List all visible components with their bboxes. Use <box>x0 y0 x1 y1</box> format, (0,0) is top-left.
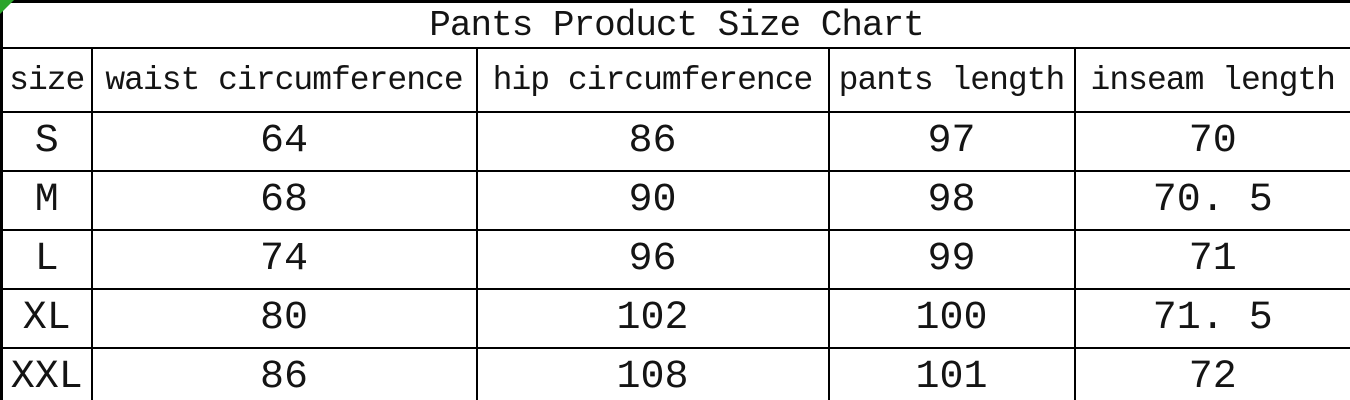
size-cell: L <box>0 229 93 290</box>
table-row-xxl: XXL 86 108 101 72 <box>0 347 1350 400</box>
pants-cell: 99 <box>827 229 1076 290</box>
hip-cell: 108 <box>475 347 830 400</box>
column-header-hip: hip circumference <box>475 47 830 113</box>
table-header-row: size waist circumference hip circumferen… <box>0 47 1350 113</box>
pants-cell: 101 <box>827 347 1076 400</box>
table-row-xl: XL 80 102 100 71. 5 <box>0 288 1350 349</box>
pants-cell: 98 <box>827 170 1076 231</box>
pants-cell: 97 <box>827 111 1076 172</box>
size-cell: M <box>0 170 93 231</box>
column-header-size: size <box>0 47 93 113</box>
inseam-cell: 70 <box>1073 111 1350 172</box>
column-header-inseam: inseam length <box>1073 47 1350 113</box>
column-header-waist: waist circumference <box>90 47 478 113</box>
size-cell: XL <box>0 288 93 349</box>
inseam-cell: 71. 5 <box>1073 288 1350 349</box>
column-header-pants: pants length <box>827 47 1076 113</box>
table-row-s: S 64 86 97 70 <box>0 111 1350 172</box>
waist-cell: 64 <box>90 111 478 172</box>
waist-cell: 74 <box>90 229 478 290</box>
size-cell: XXL <box>0 347 93 400</box>
size-cell: S <box>0 111 93 172</box>
waist-cell: 68 <box>90 170 478 231</box>
hip-cell: 86 <box>475 111 830 172</box>
table-title-row: Pants Product Size Chart <box>0 0 1350 49</box>
table-row-m: M 68 90 98 70. 5 <box>0 170 1350 231</box>
hip-cell: 90 <box>475 170 830 231</box>
hip-cell: 102 <box>475 288 830 349</box>
inseam-cell: 70. 5 <box>1073 170 1350 231</box>
table-title: Pants Product Size Chart <box>0 0 1350 49</box>
inseam-cell: 72 <box>1073 347 1350 400</box>
table-row-l: L 74 96 99 71 <box>0 229 1350 290</box>
inseam-cell: 71 <box>1073 229 1350 290</box>
hip-cell: 96 <box>475 229 830 290</box>
waist-cell: 86 <box>90 347 478 400</box>
corner-marker-triangle-icon <box>0 0 14 14</box>
pants-cell: 100 <box>827 288 1076 349</box>
waist-cell: 80 <box>90 288 478 349</box>
